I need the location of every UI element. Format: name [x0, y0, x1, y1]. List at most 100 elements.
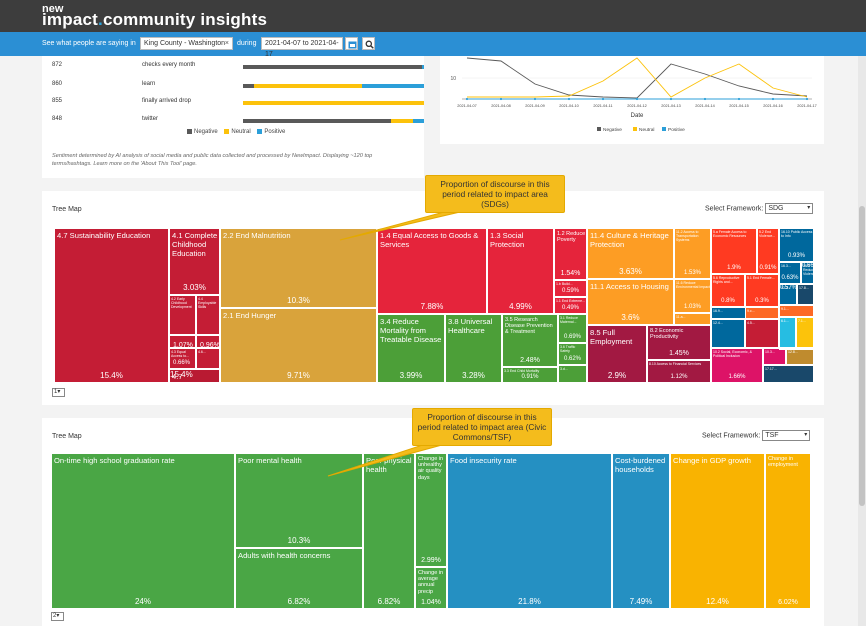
- page-scrollbar[interactable]: [858, 56, 866, 626]
- chevron-down-icon: ▾: [807, 205, 811, 211]
- treemap-tile[interactable]: 1.3 Social Protection 4.99%: [487, 228, 554, 314]
- treemap-tile[interactable]: 3.6 Traffic Safety 0.62%: [558, 343, 587, 365]
- treemap-tile[interactable]: 3.4 Reduce Mortality from Treatable Dise…: [377, 314, 445, 383]
- page-select[interactable]: 2▾: [51, 612, 64, 621]
- treemap-tile[interactable]: 10.3...: [763, 348, 786, 365]
- treemap-tile[interactable]: 1.b Build... 0.59%: [554, 280, 587, 297]
- treemap-tile[interactable]: 5.1 End Female... 0.3%: [745, 274, 779, 307]
- tile-value: 0.96%: [200, 342, 220, 348]
- treemap-tile[interactable]: 8.5 Full Employment 2.9%: [587, 325, 647, 383]
- treemap-tile[interactable]: 5.a Female Access to Economic Resources 1…: [711, 228, 757, 274]
- treemap-tile[interactable]: 3.d...: [558, 365, 587, 383]
- scrollbar-thumb[interactable]: [859, 206, 865, 506]
- close-icon[interactable]: ×: [224, 40, 229, 47]
- treemap-tile[interactable]: 11.a...: [674, 313, 711, 325]
- tile-label: 11.1 Access to Housing: [590, 282, 669, 291]
- treemap-tile[interactable]: 17.17...: [763, 365, 814, 383]
- page-select[interactable]: 1▾: [52, 388, 65, 397]
- tile-value: 1.12%: [670, 374, 688, 380]
- treemap-tile[interactable]: 1.07%: [169, 335, 196, 348]
- during-label: during: [237, 40, 257, 47]
- treemap-tile[interactable]: 16.1 Reduce Violence0.66%: [801, 262, 814, 284]
- date-range-input[interactable]: 2021-04-07 to 2021-04-17: [261, 37, 343, 58]
- treemap-tile[interactable]: On-time high school graduation rate 24%: [51, 453, 235, 609]
- tile-label: Change in employment: [768, 456, 798, 469]
- treemap-tile[interactable]: 12.4...: [711, 319, 745, 348]
- tile-value: 6.82%: [377, 597, 401, 606]
- treemap-tile[interactable]: 11.4 Culture & Heritage Protection 3.63%: [587, 228, 674, 279]
- tile-value: 6.82%: [287, 597, 311, 606]
- treemap-tile[interactable]: 11.2 Access to Transportation Systems 1.5…: [674, 228, 711, 279]
- treemap-tile[interactable]: 4.5...: [745, 319, 779, 348]
- treemap-tile[interactable]: 15...: [779, 348, 814, 350]
- x-tick-label: 2021-04-07: [457, 104, 476, 108]
- sentiment-row[interactable]: 860 learn: [52, 81, 424, 91]
- treemap-tile[interactable]: 9.c...: [745, 307, 779, 319]
- calendar-button[interactable]: [345, 37, 358, 50]
- treemap-tile[interactable]: Food insecurity rate 21.8%: [447, 453, 612, 609]
- treemap-tile[interactable]: Poor physical health 6.82%: [363, 453, 415, 609]
- treemap-tile[interactable]: 2.2 End Malnutrition 10.3%: [220, 228, 377, 308]
- tile-label: Food insecurity rate: [450, 456, 517, 465]
- treemap-tile[interactable]: 3.3 End Child Mortality 0.91%: [502, 367, 558, 383]
- treemap-tile[interactable]: 10.2 Social, Economic, & Political Inclu…: [711, 348, 763, 383]
- sentiment-row[interactable]: 872 checks every month: [52, 62, 424, 72]
- treemap-tile[interactable]: 17.8...: [797, 284, 814, 305]
- tile-label: 3.4 Reduce Mortality from Treatable Dise…: [380, 317, 442, 344]
- tile-label: 16.3...: [781, 264, 791, 268]
- sentiment-row[interactable]: 855 finally arrived drop: [52, 98, 424, 108]
- treemap-tile[interactable]: 4.2 Early Childhood Development: [169, 295, 196, 335]
- treemap-tile[interactable]: 16.10 Public Access to Info 0.93%: [779, 228, 814, 262]
- treemap-tile[interactable]: 4.6...: [196, 348, 220, 369]
- treemap-tile[interactable]: Adults with health concerns 6.82%: [235, 548, 363, 609]
- treemap-tile[interactable]: 2.1 End Hunger 9.71%: [220, 308, 377, 383]
- page-value: 1: [54, 389, 58, 395]
- treemap-tile[interactable]: 3.8 Universal Healthcare 3.28%: [445, 314, 502, 383]
- treemap-tile[interactable]: 0.96%: [196, 335, 220, 348]
- treemap-tile[interactable]: 4.4 Employable Skills: [196, 295, 220, 335]
- logo[interactable]: impact.community insights: [42, 11, 267, 29]
- treemap-tile[interactable]: 5.2 End Violence... 0.91%: [757, 228, 779, 274]
- legend-swatch: [633, 127, 637, 131]
- treemap-tile[interactable]: 6.1...: [779, 317, 796, 348]
- treemap-tile[interactable]: 16.3... 0.63%: [779, 262, 801, 284]
- treemap-tile[interactable]: 4.3 Equal Access to... 0.66%: [169, 348, 196, 369]
- treemap-tile[interactable]: 7.1...: [796, 317, 814, 348]
- treemap-tile[interactable]: 8.2 Economic Productivity 1.45%: [647, 325, 711, 360]
- framework-select[interactable]: SDG ▾: [765, 203, 814, 214]
- tile-label: 10.2 Social, Economic, & Political Inclu…: [713, 350, 752, 359]
- treemap-tile[interactable]: 12.2... 0.57%: [779, 284, 797, 305]
- treemap-tile[interactable]: 1.4 Equal Access to Goods & Services 7.88…: [377, 228, 487, 314]
- tile-label: Poor mental health: [238, 456, 302, 465]
- line-chart: 10 2021-04-07 2021-04-08 2021-04-09 2021-04-…: [450, 57, 817, 133]
- treemap-tile[interactable]: 1.1 End Extreme... 0.49%: [554, 297, 587, 314]
- tile-label: 4.4 Employable Skills: [198, 297, 217, 310]
- location-chip[interactable]: King County - Washington ×: [140, 37, 233, 50]
- treemap-tile[interactable]: 3.5 Research Disease Prevention & Treatm…: [502, 314, 558, 367]
- treemap-tile[interactable]: Change in employment 6.02%: [765, 453, 811, 609]
- search-button[interactable]: [362, 37, 375, 50]
- tile-value: 0.66%: [173, 360, 191, 366]
- treemap-tile[interactable]: Poor mental health 10.3%: [235, 453, 363, 548]
- calendar-icon: [348, 41, 357, 49]
- treemap-tile[interactable]: 9.1...: [779, 305, 814, 317]
- tile-value: 12.4%: [706, 597, 729, 606]
- treemap-tile[interactable]: Cost-burdened households 7.49%: [612, 453, 670, 609]
- treemap-tile[interactable]: 11.6 Reduce Environmental Impact 1.03%: [674, 279, 711, 313]
- search-prompt: See what people are saying in: [42, 40, 136, 47]
- treemap-tile[interactable]: 3.1 Reduce Maternal... 0.69%: [558, 314, 587, 343]
- treemap-tile[interactable]: 8.10 Access to Financial Services 1.12%: [647, 360, 711, 383]
- treemap-tile[interactable]: Change in average annual precip 1.04%: [415, 567, 447, 609]
- tile-label: 3.5 Research Disease Prevention & Treatm…: [505, 317, 553, 336]
- treemap-tile[interactable]: Change in unhealthy air quality days 2.99…: [415, 453, 447, 567]
- treemap-tile[interactable]: 1.2 Reduce Poverty 1.54%: [554, 228, 587, 280]
- treemap-tile[interactable]: 5.6 Reproductive Rights and... 0.8%: [711, 274, 745, 307]
- tile-value: 10.3%: [287, 296, 310, 305]
- treemap-tile[interactable]: 4.1 Complete Childhood Education 3.03%: [169, 228, 220, 295]
- framework-select[interactable]: TSF ▾: [762, 430, 811, 441]
- treemap-tile[interactable]: 11.1 Access to Housing 3.6%: [587, 279, 674, 325]
- treemap-tile[interactable]: Change in GDP growth 12.4%: [670, 453, 765, 609]
- sentiment-row[interactable]: 848 twitter: [52, 116, 424, 126]
